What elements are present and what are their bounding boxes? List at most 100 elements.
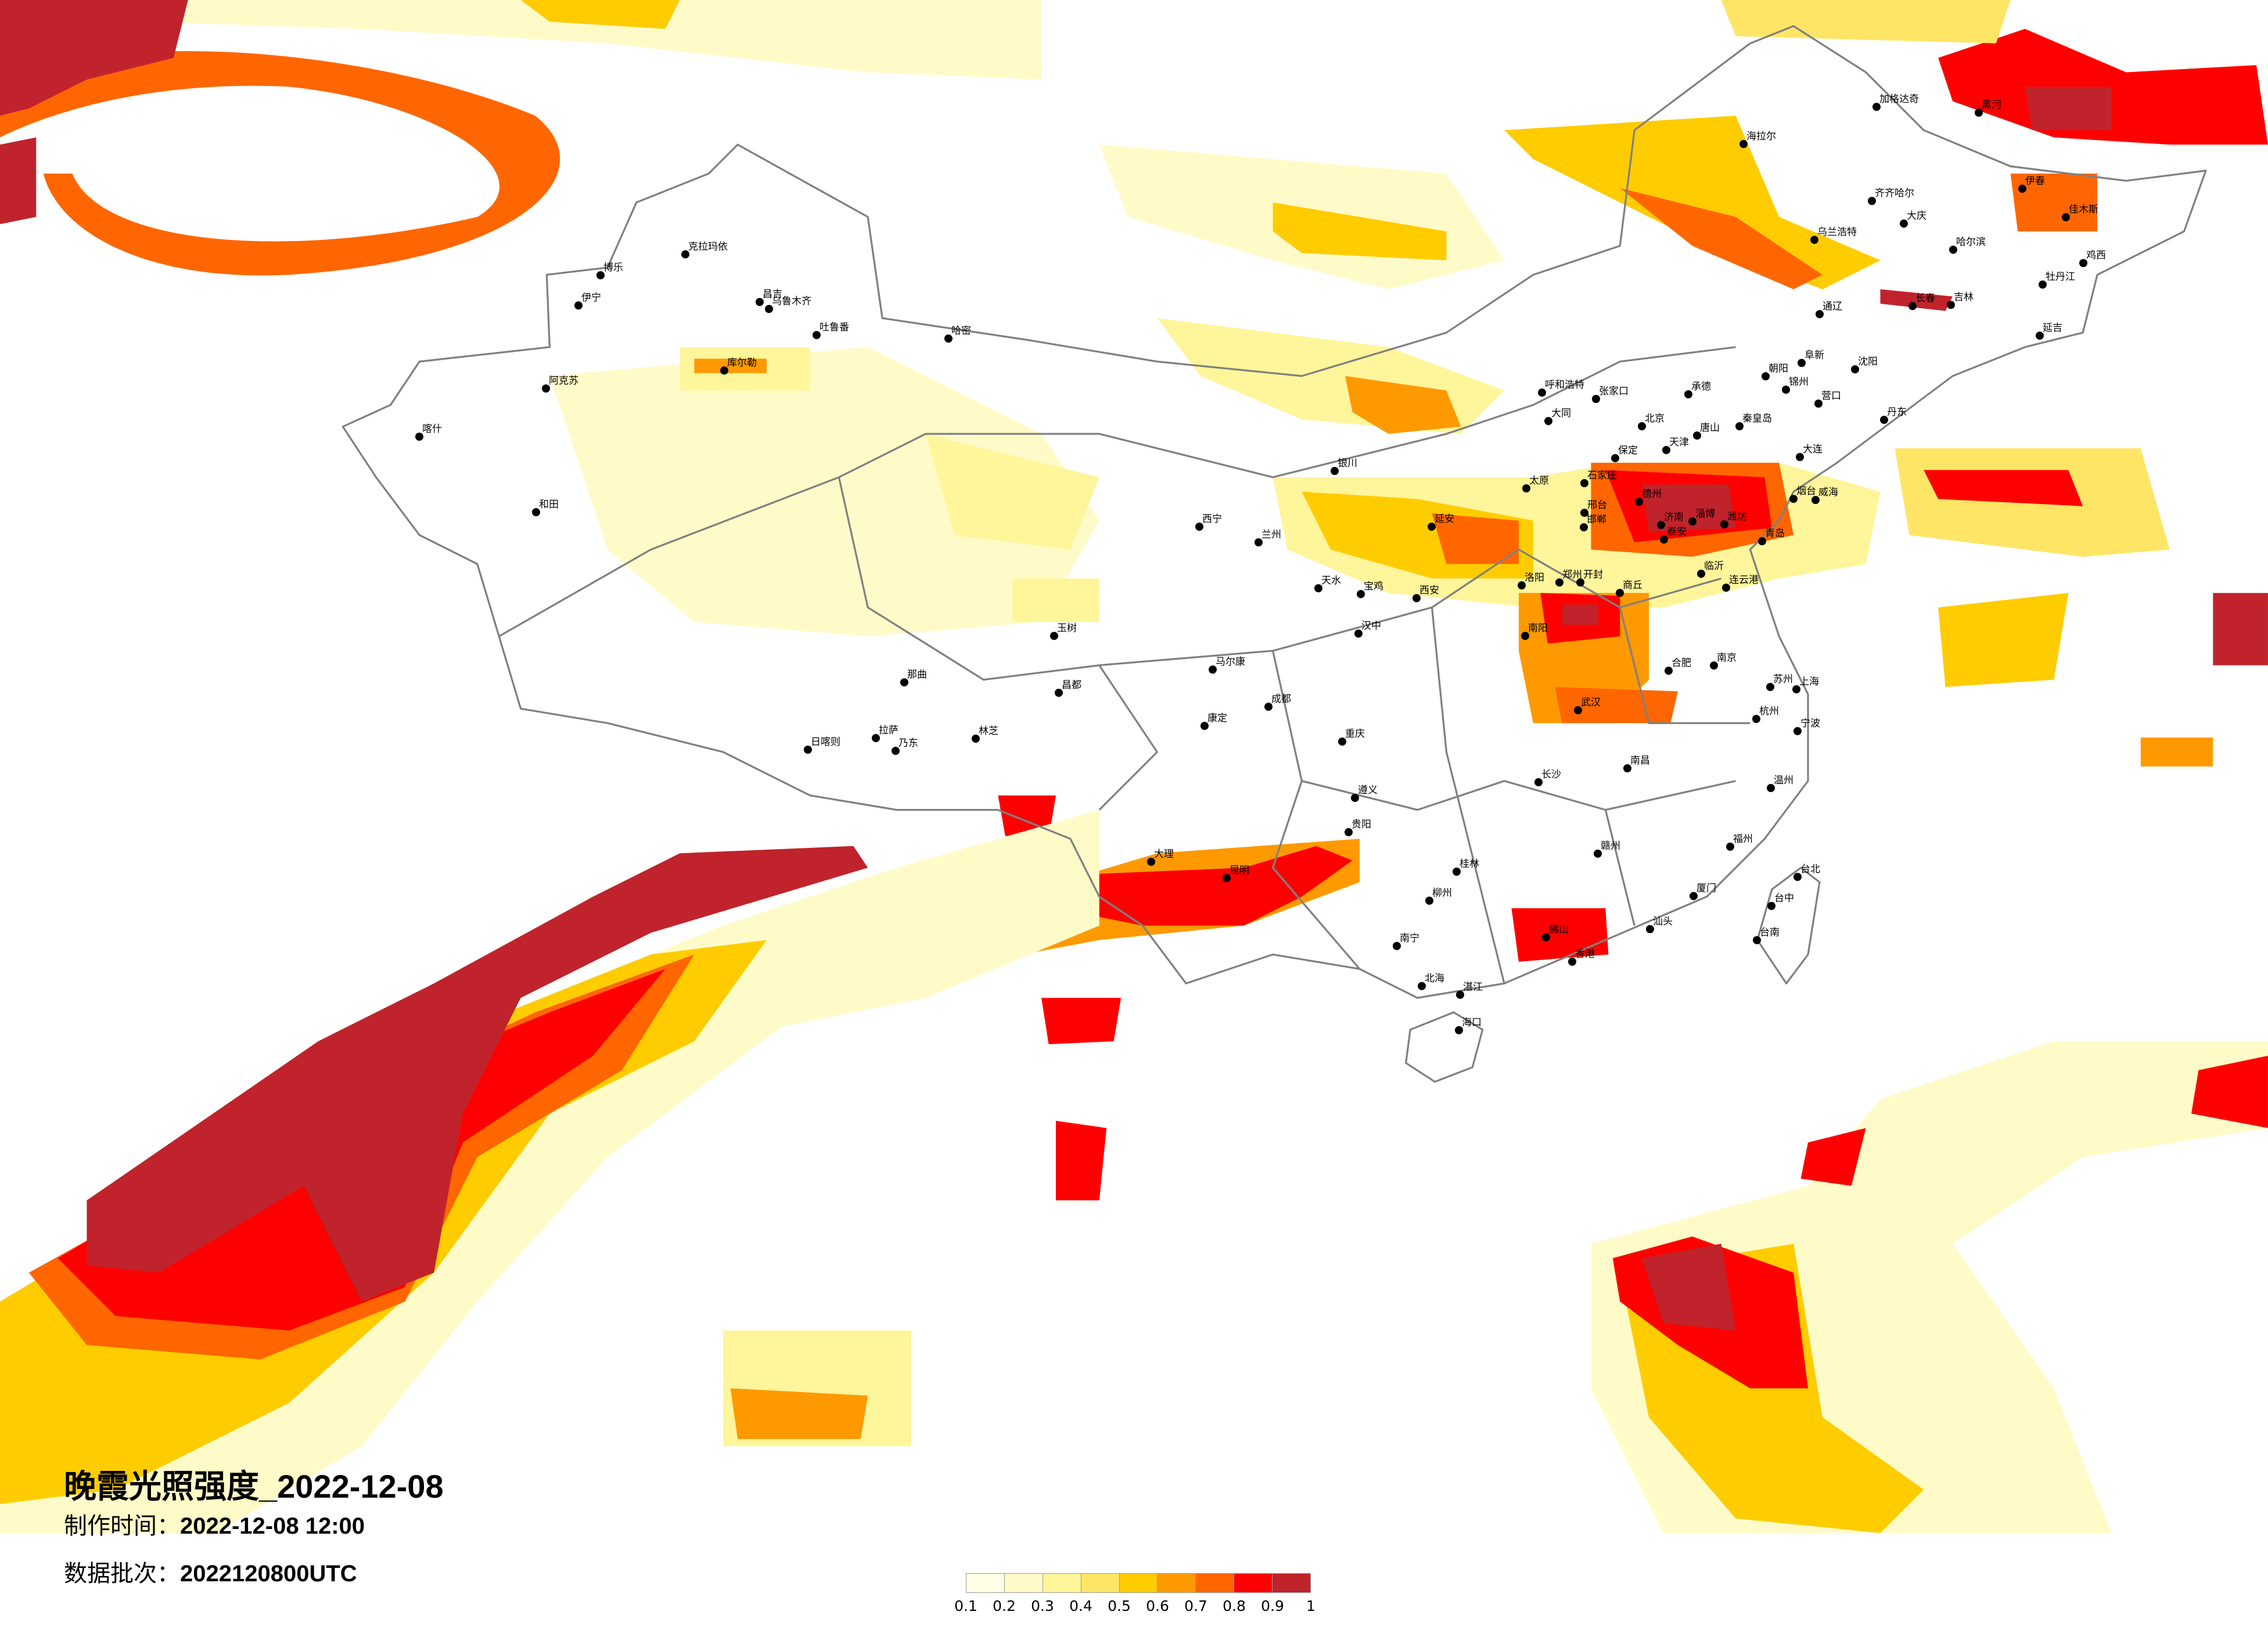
city-marker [1638, 422, 1646, 430]
city-label: 宁波 [1800, 718, 1820, 729]
city-marker [1338, 738, 1346, 746]
city-marker [1623, 764, 1631, 772]
city-label: 海拉尔 [1746, 131, 1776, 142]
city: 长春 [1908, 293, 1935, 310]
city-marker [1255, 538, 1263, 546]
china-border [342, 25, 2207, 999]
city-marker [1688, 517, 1696, 526]
city-marker [1792, 685, 1800, 693]
legend-swatch [1273, 1574, 1311, 1592]
city-marker [2039, 280, 2047, 289]
city: 吉林 [1947, 292, 1974, 309]
city-label: 泰安 [1667, 526, 1687, 538]
city: 锦州 [1782, 376, 1809, 394]
city-label: 连云港 [1729, 574, 1759, 586]
city: 保定 [1611, 445, 1638, 462]
heat-patch [1070, 846, 1353, 926]
city-label: 拉萨 [879, 725, 898, 736]
city: 开封 [1576, 569, 1603, 587]
city: 玉树 [1050, 623, 1077, 640]
city-label: 昌都 [1062, 679, 1081, 691]
city-label: 鸡西 [2086, 250, 2106, 261]
city-label: 汉中 [1361, 620, 1381, 632]
heat-patch [1641, 484, 1736, 533]
city-marker [1050, 632, 1058, 640]
city-label: 牡丹江 [2046, 271, 2075, 283]
city: 西安 [1412, 585, 1439, 602]
city-marker [1722, 584, 1730, 592]
city: 乃东 [892, 738, 918, 755]
city-marker [720, 366, 728, 375]
city: 重庆 [1338, 728, 1365, 746]
city-marker [1693, 431, 1701, 440]
city-label: 沈阳 [1858, 356, 1878, 368]
city-label: 阿克苏 [549, 375, 578, 387]
city-label: 邯郸 [1587, 514, 1606, 526]
city-marker [1455, 1026, 1463, 1034]
city: 哈尔滨 [1949, 236, 1986, 254]
city-label: 林芝 [979, 725, 998, 737]
city-marker [596, 271, 605, 279]
city-label: 张家口 [1599, 386, 1629, 397]
city: 天津 [1662, 437, 1689, 454]
city-marker [892, 747, 900, 755]
city-marker [1428, 523, 1436, 531]
city-marker [1209, 665, 1217, 674]
heat-patch [1641, 1243, 1736, 1331]
heat-patch [1273, 202, 1447, 261]
city-marker [1223, 874, 1231, 882]
city-label: 黑河 [1982, 99, 2001, 111]
city-label: 南昌 [1630, 755, 1650, 767]
city: 康定 [1201, 713, 1227, 730]
city-label: 西安 [1419, 585, 1439, 596]
city: 西宁 [1195, 513, 1222, 531]
city-label: 商丘 [1623, 580, 1642, 591]
city-marker [1657, 521, 1665, 529]
city-marker [1568, 958, 1576, 966]
city-label: 贵阳 [1352, 819, 1371, 830]
city-label: 乌鲁木齐 [772, 296, 811, 307]
city-label: 海口 [1462, 1017, 1482, 1028]
city-label: 苏州 [1773, 674, 1793, 685]
city: 石家庄 [1580, 470, 1617, 487]
city-marker [1616, 589, 1624, 597]
city: 库尔勒 [720, 357, 757, 375]
city-label: 吐鲁番 [820, 322, 849, 333]
heat-patch [2213, 593, 2268, 665]
legend-swatch [1004, 1574, 1043, 1592]
city: 海口 [1455, 1017, 1482, 1034]
city-marker [1425, 897, 1433, 905]
heat-patch [730, 1388, 868, 1439]
city: 烟台 [1789, 485, 1816, 503]
city-label: 大连 [1803, 444, 1823, 455]
city-label: 重庆 [1345, 728, 1365, 740]
city-label: 济南 [1664, 512, 1684, 523]
city-label: 福州 [1733, 833, 1753, 845]
city-label: 天水 [1321, 575, 1341, 587]
heat-patch [2010, 173, 2098, 232]
heat-patch [87, 846, 868, 1302]
city-marker [681, 250, 689, 258]
city-marker [1782, 386, 1790, 394]
city-marker [1690, 892, 1698, 900]
city-label: 秦皇岛 [1742, 413, 1772, 425]
city-label: 杭州 [1759, 706, 1779, 717]
city: 拉萨 [872, 725, 898, 742]
city-label: 柳州 [1432, 887, 1452, 899]
city-label: 天津 [1669, 437, 1689, 448]
city-marker [1762, 372, 1770, 380]
city-label: 哈尔滨 [1956, 236, 1986, 248]
city-marker [1868, 197, 1876, 205]
city-marker [1880, 416, 1888, 424]
city: 克拉玛依 [681, 241, 728, 258]
city-marker [1594, 850, 1602, 858]
city: 大庆 [1900, 210, 1926, 228]
city-label: 丹东 [1887, 406, 1907, 418]
city: 邯郸 [1580, 514, 1606, 531]
city: 南宁 [1393, 933, 1419, 950]
city: 济南 [1657, 512, 1684, 529]
city-marker [1195, 523, 1203, 531]
city: 成都 [1264, 693, 1291, 711]
legend-swatch [966, 1574, 1005, 1592]
city: 淄博 [1688, 508, 1715, 526]
